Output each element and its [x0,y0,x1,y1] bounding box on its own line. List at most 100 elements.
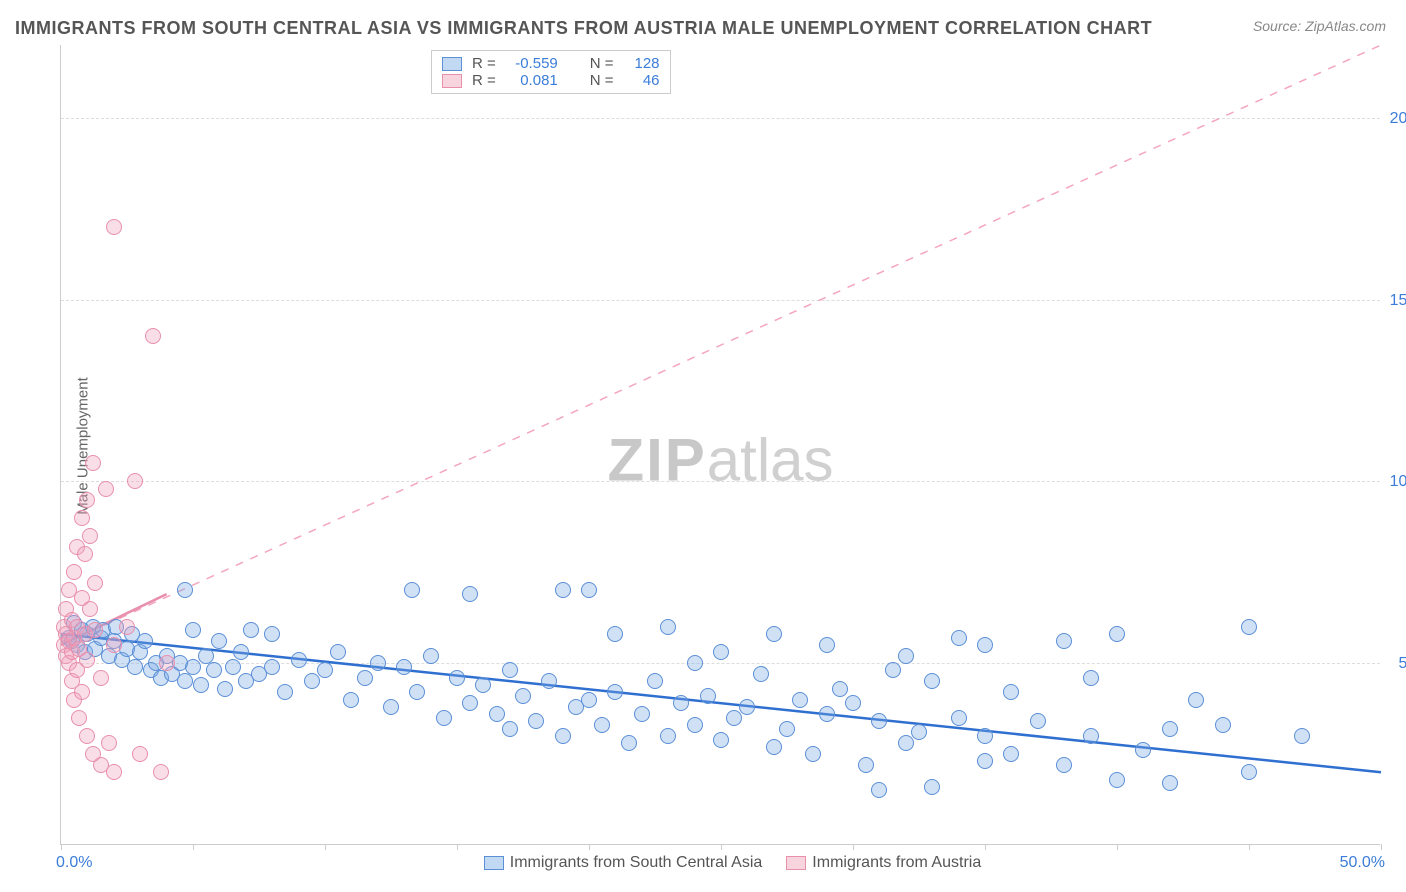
data-point [1083,670,1099,686]
data-point [1083,728,1099,744]
data-point [805,746,821,762]
data-point [977,637,993,653]
data-point [779,721,795,737]
data-point [951,710,967,726]
data-point [885,662,901,678]
legend-r-value: -0.559 [506,55,558,72]
data-point [87,622,103,638]
data-point [330,644,346,660]
data-point [1003,684,1019,700]
x-tick [985,844,986,850]
watermark: ZIPatlas [607,426,833,495]
data-point [217,681,233,697]
chart-title: IMMIGRANTS FROM SOUTH CENTRAL ASIA VS IM… [15,18,1152,39]
data-point [71,710,87,726]
data-point [225,659,241,675]
data-point [766,739,782,755]
correlation-chart: IMMIGRANTS FROM SOUTH CENTRAL ASIA VS IM… [0,0,1406,892]
data-point [594,717,610,733]
data-point [106,764,122,780]
data-point [819,637,835,653]
data-point [647,673,663,689]
series-legend: Immigrants from South Central Asia Immigr… [61,854,1380,872]
data-point [462,695,478,711]
legend-series-label: Immigrants from South Central Asia [510,854,763,871]
y-tick-label: 5.0% [1399,655,1406,673]
data-point [528,713,544,729]
data-point [766,626,782,642]
x-tick [721,844,722,850]
data-point [119,619,135,635]
legend-swatch-icon [442,74,462,88]
data-point [264,659,280,675]
data-point [101,735,117,751]
data-point [193,677,209,693]
data-point [1109,626,1125,642]
x-tick [589,844,590,850]
data-point [660,728,676,744]
data-point [82,528,98,544]
data-point [185,659,201,675]
data-point [304,673,320,689]
data-point [79,728,95,744]
data-point [93,670,109,686]
gridline: 10.0% [61,481,1380,482]
data-point [713,732,729,748]
x-tick [1249,844,1250,850]
data-point [127,659,143,675]
correlation-legend: R =-0.559N =128R =0.081N =46 [431,50,671,94]
data-point [383,699,399,715]
y-tick-label: 10.0% [1390,473,1406,491]
data-point [739,699,755,715]
y-tick-label: 20.0% [1390,110,1406,128]
data-point [74,684,90,700]
data-point [1056,757,1072,773]
data-point [1030,713,1046,729]
data-point [243,622,259,638]
data-point [211,633,227,649]
legend-swatch-icon [442,57,462,71]
data-point [1215,717,1231,733]
data-point [871,713,887,729]
legend-n-label: N = [590,72,614,89]
x-tick [1381,844,1382,850]
data-point [634,706,650,722]
x-tick [853,844,854,850]
data-point [607,684,623,700]
data-point [74,510,90,526]
data-point [396,659,412,675]
data-point [489,706,505,722]
data-point [264,626,280,642]
data-point [206,662,222,678]
data-point [159,655,175,671]
data-point [792,692,808,708]
data-point [177,673,193,689]
data-point [1188,692,1204,708]
data-point [137,633,153,649]
plot-area: ZIPatlas 5.0%10.0%15.0%20.0% R =-0.559N … [60,45,1380,845]
x-tick [457,844,458,850]
data-point [145,328,161,344]
data-point [581,692,597,708]
data-point [1294,728,1310,744]
legend-n-value: 46 [624,72,660,89]
legend-r-value: 0.081 [506,72,558,89]
data-point [753,666,769,682]
legend-swatch-icon [786,856,806,870]
data-point [1135,742,1151,758]
data-point [291,652,307,668]
data-point [185,622,201,638]
data-point [98,481,114,497]
data-point [317,662,333,678]
data-point [924,673,940,689]
data-point [1162,721,1178,737]
x-tick [61,844,62,850]
data-point [77,546,93,562]
data-point [687,717,703,733]
data-point [700,688,716,704]
data-point [85,455,101,471]
x-tick [193,844,194,850]
data-point [127,473,143,489]
gridline: 15.0% [61,300,1380,301]
legend-series-label: Immigrants from Austria [812,854,981,871]
